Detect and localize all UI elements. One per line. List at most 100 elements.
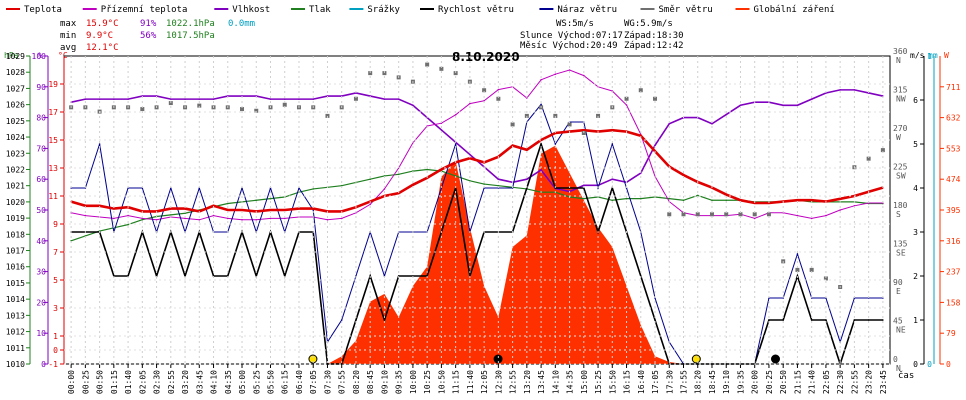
wind-direction-mark xyxy=(724,212,729,217)
humidity-tick-label: 0 xyxy=(41,360,46,369)
pressure-tick-label: 1019 xyxy=(6,214,25,223)
wind-speed-line-point xyxy=(782,319,784,321)
x-tick-label: 22:55 xyxy=(850,370,859,394)
temperature-line-point xyxy=(184,207,186,210)
humidity-line-point xyxy=(611,178,614,180)
radiation-area xyxy=(71,145,883,364)
humidity-tick-label: 30 xyxy=(36,268,46,277)
pressure-tick-label: 1012 xyxy=(6,328,25,337)
x-tick-label: 17:30 xyxy=(665,370,674,394)
temperature-line-point xyxy=(682,174,685,176)
temperature-line-point xyxy=(725,193,728,196)
wind-direction-mark xyxy=(866,156,871,161)
humidity-line-point xyxy=(212,98,215,100)
radiation-tick-label: 158 xyxy=(946,298,961,307)
pressure-line-point xyxy=(226,202,229,205)
x-tick-label: 02:30 xyxy=(153,370,162,394)
direction-tick-label: NE xyxy=(896,326,906,335)
x-tick-label: 15:00 xyxy=(580,370,589,394)
humidity-line-point xyxy=(839,89,841,91)
wind-direction-mark xyxy=(254,108,259,113)
pressure-tick-label: 1027 xyxy=(6,84,25,93)
ground-temp-line-point xyxy=(383,188,386,190)
min-temp: 9.9°C xyxy=(86,31,113,41)
direction-tick-label: 315 xyxy=(893,86,908,95)
humidity-line-point xyxy=(853,89,856,91)
temperature-line-point xyxy=(611,129,614,131)
wind-direction-mark xyxy=(524,113,529,118)
temp-tick-label: 3 xyxy=(53,304,58,313)
x-tick-label: 22:30 xyxy=(836,370,845,394)
legend-item-0: Teplota xyxy=(24,5,62,15)
pressure-line-point xyxy=(639,197,642,200)
x-tick-label: 23:20 xyxy=(865,370,874,394)
legend-item-1: Přízemní teplota xyxy=(101,5,188,15)
x-tick-label: 07:30 xyxy=(323,370,332,394)
wind-direction-mark xyxy=(510,122,515,127)
temperature-line-point xyxy=(312,207,315,210)
humidity-line-point xyxy=(198,98,201,100)
wind-direction-mark xyxy=(140,107,145,112)
x-tick-label: 12:30 xyxy=(494,370,503,394)
min-label: min xyxy=(60,31,76,41)
x-tick-label: 12:55 xyxy=(509,370,518,394)
humidity-tick-label: 60 xyxy=(36,175,46,184)
humidity-line-point xyxy=(526,178,528,180)
humidity-line-point xyxy=(170,98,172,100)
chart-date: 8.10.2020 xyxy=(452,50,520,64)
wind-direction-mark xyxy=(496,96,501,101)
wind-direction-mark xyxy=(738,212,743,217)
wind-direction-mark xyxy=(325,113,330,118)
wind-tick-label: 0 xyxy=(913,360,918,369)
direction-tick-label: 0 xyxy=(893,355,898,364)
wind-speed-line-point xyxy=(853,319,856,321)
wind-direction-mark xyxy=(709,212,714,217)
marker-moonrise xyxy=(770,354,780,364)
x-tick-label: 21:40 xyxy=(808,370,817,394)
wind-direction-mark xyxy=(653,96,658,101)
wind-info: WS:5m/s WG:5.9m/s Slunce Východ:07:17 Zá… xyxy=(520,19,684,51)
wind-direction-mark xyxy=(240,107,245,112)
wind-speed-line-point xyxy=(825,319,827,321)
temp-tick-label: 1 xyxy=(53,332,58,341)
pressure-line xyxy=(70,168,883,242)
humidity-line-point xyxy=(711,122,713,125)
pressure-line-point xyxy=(255,199,258,202)
plot-area xyxy=(69,62,885,367)
temperature-line-point xyxy=(796,199,799,201)
x-tick-label: 08:45 xyxy=(366,370,375,394)
temp-tick-label: 9 xyxy=(53,220,58,229)
ground-temp-line xyxy=(71,69,883,221)
x-tick-label: 14:35 xyxy=(566,370,575,394)
gust-line-point xyxy=(796,253,799,255)
pressure-tick-label: 1024 xyxy=(6,133,25,142)
x-tick-label: 13:45 xyxy=(537,370,546,394)
humidity-line-point xyxy=(810,98,813,100)
ground-temp-line-point xyxy=(454,114,457,116)
humidity-line-point xyxy=(298,98,300,100)
wind-tick-label: 4 xyxy=(913,184,918,193)
wind-tick-label: 2 xyxy=(913,272,918,281)
max-label: max xyxy=(60,19,77,29)
x-tick-label: 08:20 xyxy=(352,370,361,394)
moon-rise-text: Měsíc Východ:20:49 xyxy=(520,41,618,51)
wind-direction-mark xyxy=(823,276,828,281)
pressure-line-point xyxy=(725,199,728,202)
direction-tick-label: SE xyxy=(896,249,906,258)
x-tick-label: 18:20 xyxy=(694,370,703,394)
pressure-line-point xyxy=(583,197,585,200)
moon-set-text: Západ:12:42 xyxy=(624,41,684,51)
ground-temp-line-point xyxy=(583,74,585,77)
pressure-line-point xyxy=(611,199,614,202)
temp-tick-label: 7 xyxy=(53,248,58,257)
humidity-line-point xyxy=(184,98,186,100)
humidity-line-point xyxy=(739,104,742,107)
x-tick-label: 19:35 xyxy=(736,370,745,394)
x-tick-label: 09:35 xyxy=(395,370,404,394)
x-tick-label: 02:55 xyxy=(167,370,176,394)
temperature-line-point xyxy=(283,209,286,211)
humidity-line-point xyxy=(397,98,400,100)
wind-direction-mark xyxy=(567,122,572,127)
pressure-line-point xyxy=(711,199,713,202)
x-tick-label: 21:15 xyxy=(793,370,802,394)
